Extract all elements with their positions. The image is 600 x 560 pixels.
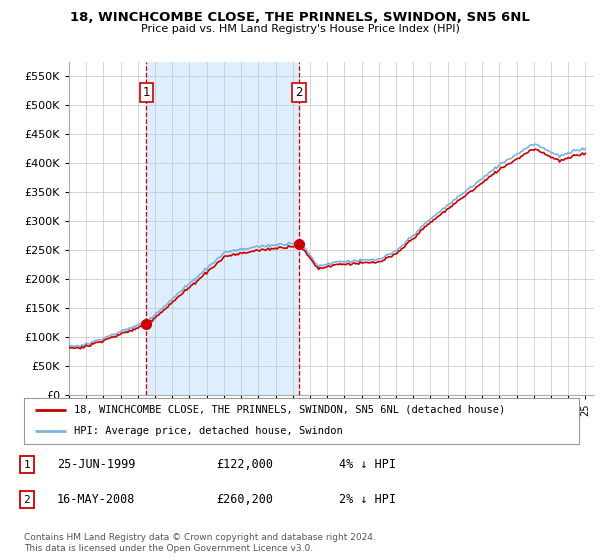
Text: 1: 1 <box>143 86 150 99</box>
Text: 25-JUN-1999: 25-JUN-1999 <box>57 458 136 472</box>
Text: Contains HM Land Registry data © Crown copyright and database right 2024.
This d: Contains HM Land Registry data © Crown c… <box>24 533 376 553</box>
Text: £260,200: £260,200 <box>216 493 273 506</box>
Text: 1: 1 <box>23 460 31 470</box>
Text: Price paid vs. HM Land Registry's House Price Index (HPI): Price paid vs. HM Land Registry's House … <box>140 24 460 34</box>
Text: 4% ↓ HPI: 4% ↓ HPI <box>339 458 396 472</box>
Text: £122,000: £122,000 <box>216 458 273 472</box>
Text: 2: 2 <box>23 494 31 505</box>
Text: 2% ↓ HPI: 2% ↓ HPI <box>339 493 396 506</box>
Text: 18, WINCHCOMBE CLOSE, THE PRINNELS, SWINDON, SN5 6NL (detached house): 18, WINCHCOMBE CLOSE, THE PRINNELS, SWIN… <box>74 405 505 415</box>
Text: HPI: Average price, detached house, Swindon: HPI: Average price, detached house, Swin… <box>74 426 343 436</box>
Text: 2: 2 <box>295 86 303 99</box>
Bar <box>146 62 299 395</box>
Text: 18, WINCHCOMBE CLOSE, THE PRINNELS, SWINDON, SN5 6NL: 18, WINCHCOMBE CLOSE, THE PRINNELS, SWIN… <box>70 11 530 24</box>
Text: 16-MAY-2008: 16-MAY-2008 <box>57 493 136 506</box>
